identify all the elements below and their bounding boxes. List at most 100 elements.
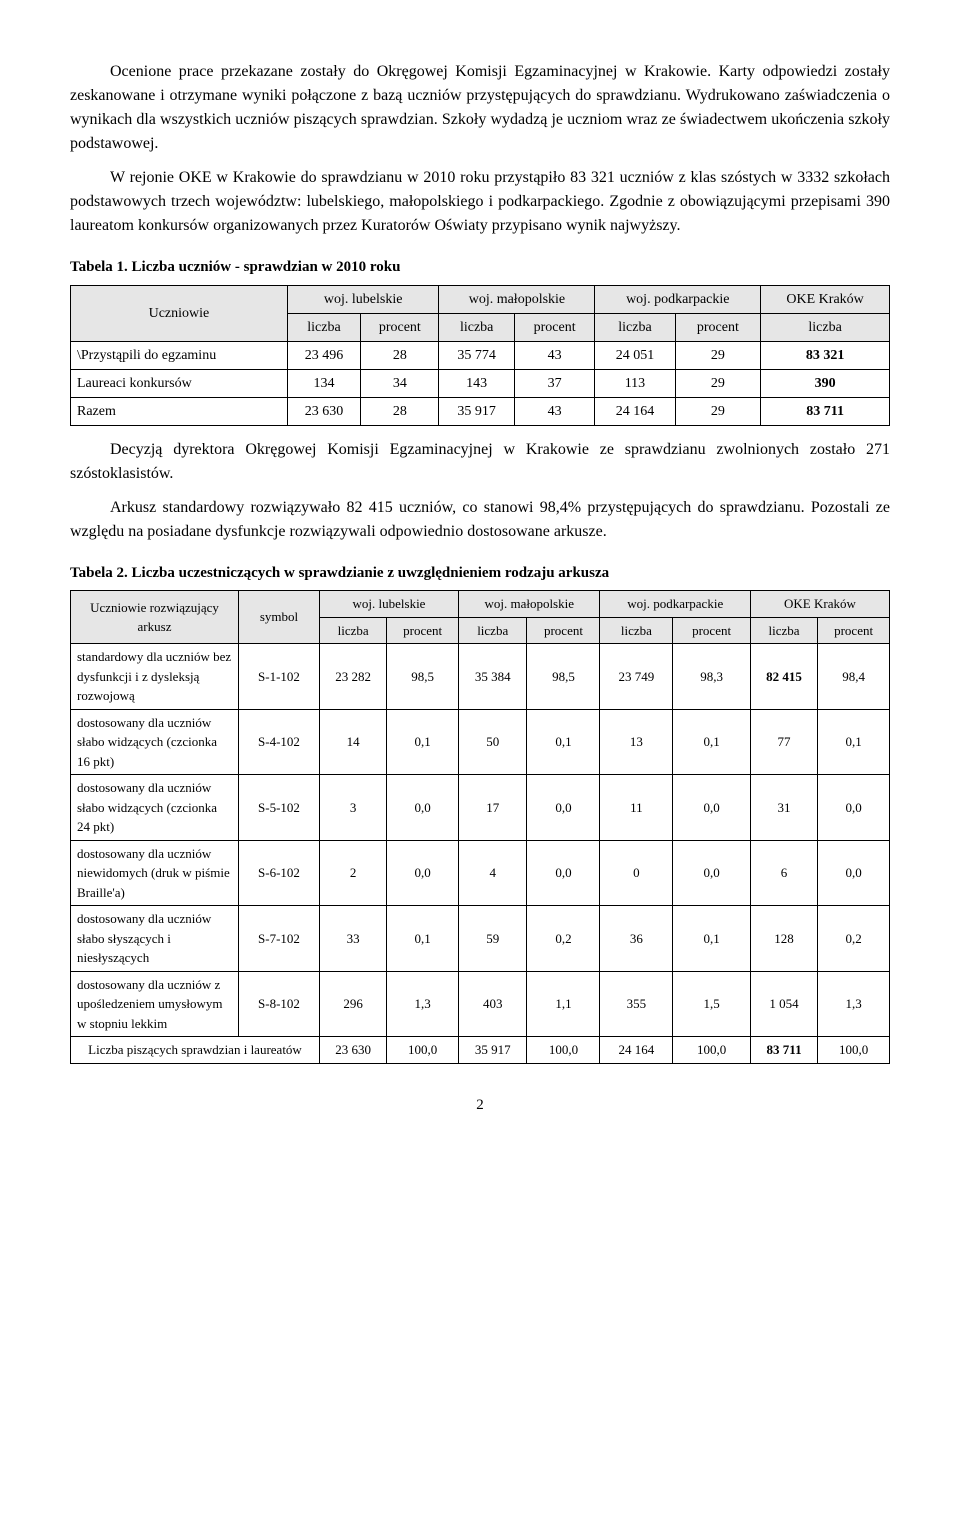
t2-cell: 0,1 xyxy=(387,709,459,775)
t2-r0-label: standardowy dla uczniów bez dysfunkcji i… xyxy=(71,644,239,710)
t1-cell: 28 xyxy=(361,341,439,369)
t1-cell: 23 496 xyxy=(287,341,360,369)
t2-cell: 403 xyxy=(458,971,526,1037)
t2-cell: 23 749 xyxy=(600,644,673,710)
t2-group-lub: woj. lubelskie xyxy=(319,591,458,618)
t2-cell: 31 xyxy=(750,775,817,841)
t2-sub: liczba xyxy=(600,617,673,644)
t2-cell: S-4-102 xyxy=(239,709,320,775)
t2-cell: 0,0 xyxy=(673,775,751,841)
paragraph-3: Decyzją dyrektora Okręgowej Komisji Egza… xyxy=(70,438,890,486)
t1-cell: 43 xyxy=(514,341,595,369)
table-row: standardowy dla uczniów bez dysfunkcji i… xyxy=(71,644,890,710)
t2-cell: S-1-102 xyxy=(239,644,320,710)
t1-cell: 37 xyxy=(514,369,595,397)
t1-group-pod: woj. podkarpackie xyxy=(595,285,761,313)
t2-cell: 0,2 xyxy=(527,906,600,972)
t2-sub: procent xyxy=(387,617,459,644)
t1-sub: liczba xyxy=(439,313,514,341)
t2-cell: S-8-102 xyxy=(239,971,320,1037)
t2-cell: 0,0 xyxy=(387,840,459,906)
t1-group-lub: woj. lubelskie xyxy=(287,285,439,313)
t2-corner: Uczniowie rozwiązujący arkusz xyxy=(71,591,239,644)
t2-cell: 33 xyxy=(319,906,386,972)
t2-cell: 0,1 xyxy=(673,709,751,775)
t1-sub: procent xyxy=(361,313,439,341)
t2-sub: liczba xyxy=(750,617,817,644)
t2-r2-label: dostosowany dla uczniów słabo widzących … xyxy=(71,775,239,841)
t2-cell: S-5-102 xyxy=(239,775,320,841)
t2-cell: 98,4 xyxy=(818,644,890,710)
t2-group-mal: woj. małopolskie xyxy=(458,591,600,618)
t2-cell: 0,0 xyxy=(818,775,890,841)
t2-cell: 0,0 xyxy=(527,775,600,841)
t2-cell: 0,0 xyxy=(527,840,600,906)
t2-r4-label: dostosowany dla uczniów słabo słyszących… xyxy=(71,906,239,972)
t1-cell: 23 630 xyxy=(287,397,360,425)
t1-cell: 113 xyxy=(595,369,675,397)
t1-cell-oke: 390 xyxy=(761,369,890,397)
t2-cell: 0,1 xyxy=(387,906,459,972)
t2-cell: 77 xyxy=(750,709,817,775)
table-row: \Przystąpili do egzaminu 23 496 28 35 77… xyxy=(71,341,890,369)
table-row: Laureaci konkursów 134 34 143 37 113 29 … xyxy=(71,369,890,397)
t2-total-label: Liczba piszących sprawdzian i laureatów xyxy=(71,1037,320,1064)
t2-cell: 100,0 xyxy=(818,1037,890,1064)
t2-r3-label: dostosowany dla uczniów niewidomych (dru… xyxy=(71,840,239,906)
paragraph-4: Arkusz standardowy rozwiązywało 82 415 u… xyxy=(70,496,890,544)
t2-cell: 296 xyxy=(319,971,386,1037)
t1-cell: 29 xyxy=(675,369,761,397)
t1-sub: liczba xyxy=(287,313,360,341)
t2-cell: 1,3 xyxy=(387,971,459,1037)
paragraph-1: Ocenione prace przekazane zostały do Okr… xyxy=(70,60,890,156)
t1-cell: 35 917 xyxy=(439,397,514,425)
table2-caption: Tabela 2. Liczba uczestniczących w spraw… xyxy=(70,562,890,585)
t2-cell: 13 xyxy=(600,709,673,775)
t1-sub: liczba xyxy=(761,313,890,341)
t2-cell: 82 415 xyxy=(750,644,817,710)
t2-cell: 1,3 xyxy=(818,971,890,1037)
t2-cell: 100,0 xyxy=(387,1037,459,1064)
t1-r2-label: Razem xyxy=(71,397,288,425)
t2-cell: 98,5 xyxy=(387,644,459,710)
t1-cell: 28 xyxy=(361,397,439,425)
t2-cell: 6 xyxy=(750,840,817,906)
t1-cell: 29 xyxy=(675,397,761,425)
t2-cell: 83 711 xyxy=(750,1037,817,1064)
t2-cell: 24 164 xyxy=(600,1037,673,1064)
t2-cell: S-7-102 xyxy=(239,906,320,972)
t1-cell: 24 164 xyxy=(595,397,675,425)
t2-cell: 23 630 xyxy=(319,1037,386,1064)
t2-cell: 1,5 xyxy=(673,971,751,1037)
t2-cell: 35 384 xyxy=(458,644,526,710)
t2-cell: 2 xyxy=(319,840,386,906)
t1-cell: 24 051 xyxy=(595,341,675,369)
t2-cell: 17 xyxy=(458,775,526,841)
t2-cell: 0,1 xyxy=(673,906,751,972)
t2-cell: 14 xyxy=(319,709,386,775)
t1-group-oke: OKE Kraków xyxy=(761,285,890,313)
t1-cell: 34 xyxy=(361,369,439,397)
t1-r0-label: \Przystąpili do egzaminu xyxy=(71,341,288,369)
t2-cell: 128 xyxy=(750,906,817,972)
t2-cell: 35 917 xyxy=(458,1037,526,1064)
t2-r5-label: dostosowany dla uczniów z upośledzeniem … xyxy=(71,971,239,1037)
t2-cell: 1,1 xyxy=(527,971,600,1037)
t2-cell: 23 282 xyxy=(319,644,386,710)
t2-cell: 98,3 xyxy=(673,644,751,710)
t2-cell: S-6-102 xyxy=(239,840,320,906)
t2-cell: 0,0 xyxy=(818,840,890,906)
t2-cell: 0,0 xyxy=(387,775,459,841)
t2-cell: 4 xyxy=(458,840,526,906)
table1-caption: Tabela 1. Liczba uczniów - sprawdzian w … xyxy=(70,256,890,279)
t1-cell-oke: 83 321 xyxy=(761,341,890,369)
table-row: dostosowany dla uczniów słabo widzących … xyxy=(71,775,890,841)
t2-cell: 50 xyxy=(458,709,526,775)
paragraph-2: W rejonie OKE w Krakowie do sprawdzianu … xyxy=(70,166,890,238)
t1-group-mal: woj. małopolskie xyxy=(439,285,595,313)
t1-cell: 43 xyxy=(514,397,595,425)
t2-sub: liczba xyxy=(319,617,386,644)
table-row: dostosowany dla uczniów słabo słyszących… xyxy=(71,906,890,972)
t2-r1-label: dostosowany dla uczniów słabo widzących … xyxy=(71,709,239,775)
t2-sub: procent xyxy=(673,617,751,644)
